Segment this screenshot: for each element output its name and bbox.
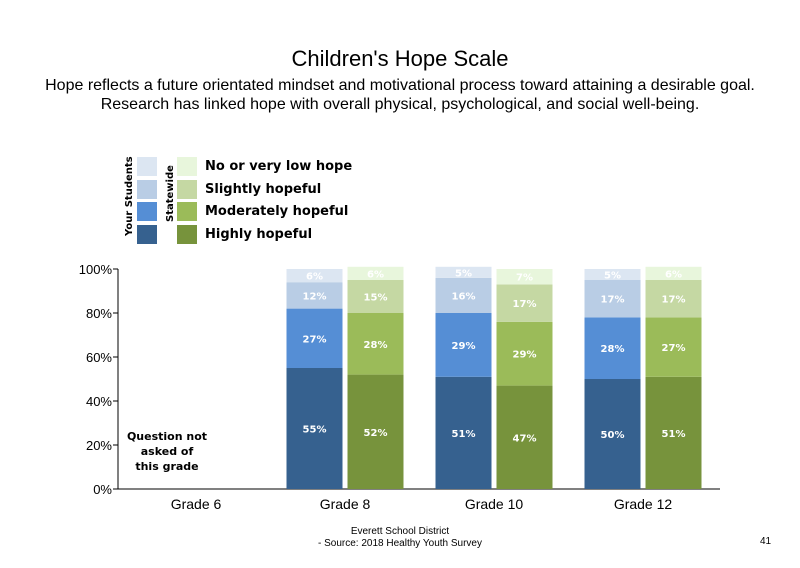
statewide-bar-segment [645, 280, 702, 318]
statewide-bar-segment [347, 313, 404, 375]
footer-source: Everett School District - Source: 2018 H… [300, 526, 500, 550]
your-students-bar-segment [584, 379, 641, 489]
statewide-bar-segment [496, 321, 553, 386]
legend-swatch-your-highly [137, 225, 157, 244]
legend-label-no-hope: No or very low hope [205, 159, 353, 174]
your-students-bar-segment [435, 277, 492, 313]
statewide-bar-data-label: 6% [367, 269, 384, 280]
y-tick-label: 80% [86, 306, 112, 321]
chart-title: Children's Hope Scale [291, 46, 509, 71]
chart-subtitle: Hope reflects a future orientated mindse… [40, 76, 760, 114]
subtitle-line-2: Research has linked hope with overall ph… [100, 96, 700, 113]
your-students-bar-data-label: 5% [455, 268, 472, 279]
your-students-bar-data-label: 50% [601, 430, 625, 441]
statewide-bar-data-label: 51% [662, 429, 686, 440]
your-students-bar-data-label: 27% [303, 334, 327, 345]
legend-swatch-state-highly [177, 225, 197, 244]
y-tick-label: 0% [93, 482, 112, 497]
statewide-bar-segment [645, 317, 702, 377]
your-students-bar-segment [435, 313, 492, 377]
footer-district: Everett School District [350, 526, 450, 537]
statewide-bar-segment [645, 376, 702, 489]
x-category-label: Grade 12 [614, 496, 673, 512]
x-category-label: Grade 8 [320, 496, 371, 512]
your-students-bar-data-label: 12% [303, 291, 327, 302]
statewide-bar-data-label: 7% [516, 273, 533, 284]
statewide-bar-segment [645, 266, 702, 280]
y-tick-label: 100% [79, 262, 113, 277]
y-tick-label: 20% [86, 438, 112, 453]
statewide-bar-data-label: 28% [364, 340, 388, 351]
statewide-bar-segment [496, 269, 553, 285]
page-number: 41 [760, 536, 772, 547]
statewide-bar-data-label: 6% [665, 269, 682, 280]
your-students-bar-segment [286, 282, 343, 309]
subtitle-line-1: Hope reflects a future orientated mindse… [45, 77, 755, 94]
your-students-bar-data-label: 51% [452, 429, 476, 440]
your-students-bar-data-label: 28% [601, 344, 625, 355]
your-students-bar-segment [584, 317, 641, 379]
your-students-bar-data-label: 29% [452, 341, 476, 352]
statewide-bar-data-label: 27% [662, 343, 686, 354]
statewide-bar-segment [347, 374, 404, 489]
your-students-bar-data-label: 17% [601, 295, 625, 306]
legend-label-slightly: Slightly hopeful [205, 182, 322, 197]
your-students-bar-segment [286, 269, 343, 283]
your-students-bar-segment [584, 280, 641, 318]
your-students-bar-segment [286, 308, 343, 368]
statewide-bar-segment [347, 280, 404, 313]
statewide-bar-data-label: 17% [662, 295, 686, 306]
your-students-bar-data-label: 5% [604, 271, 621, 282]
your-students-bar-segment [435, 266, 492, 278]
statewide-bar-data-label: 15% [364, 293, 388, 304]
not-asked-note: asked of [141, 445, 194, 458]
footer-source-text: - Source: 2018 Healthy Youth Survey [318, 538, 482, 549]
legend-label-highly: Highly hopeful [205, 227, 313, 242]
your-students-bar-segment [286, 368, 343, 489]
legend-swatch-state-no-hope [177, 157, 197, 176]
statewide-bar-segment [347, 266, 404, 280]
your-students-bar-segment [435, 376, 492, 489]
your-students-bar-data-label: 6% [306, 272, 323, 283]
legend-label-moderately: Moderately hopeful [205, 204, 349, 219]
legend-swatch-state-slightly [177, 180, 197, 199]
your-students-bar-data-label: 16% [452, 291, 476, 302]
your-students-bar-data-label: 55% [303, 425, 327, 436]
legend-swatch-state-moderately [177, 202, 197, 221]
statewide-bar-segment [496, 284, 553, 322]
legend-swatch-your-slightly [137, 180, 157, 199]
statewide-bar-data-label: 29% [513, 350, 537, 361]
statewide-bar-data-label: 52% [364, 428, 388, 439]
y-tick-label: 40% [86, 394, 112, 409]
legend-swatch-your-moderately [137, 202, 157, 221]
statewide-bar-data-label: 17% [513, 299, 537, 310]
y-tick-label: 60% [86, 350, 112, 365]
legend-swatch-your-no-hope [137, 157, 157, 176]
statewide-bar-segment [496, 385, 553, 489]
your-students-bar-segment [584, 269, 641, 280]
x-category-label: Grade 10 [465, 496, 524, 512]
not-asked-note: this grade [135, 460, 198, 473]
not-asked-note: Question not [127, 430, 207, 443]
x-category-label: Grade 6 [171, 496, 222, 512]
statewide-bar-data-label: 47% [513, 433, 537, 444]
